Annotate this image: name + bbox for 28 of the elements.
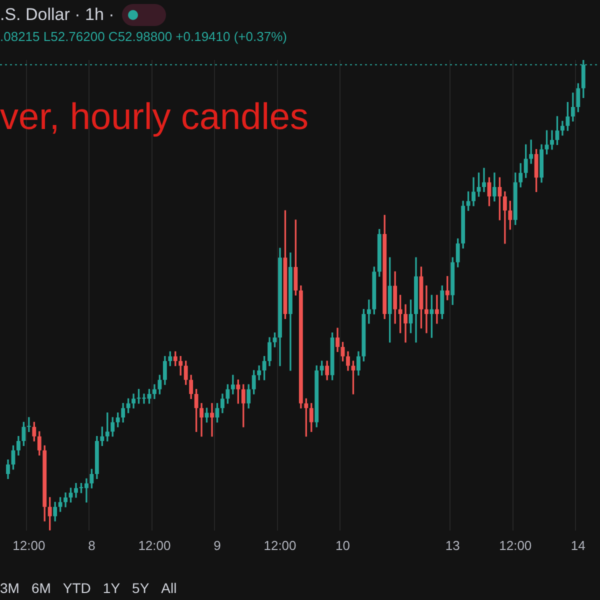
x-tick-label: 13	[445, 538, 460, 553]
candlestick	[210, 403, 214, 437]
candlestick	[529, 140, 534, 164]
candlestick	[550, 130, 554, 150]
x-tick-label: 12:00	[499, 538, 532, 553]
candlestick	[366, 300, 371, 324]
text: YTD	[62, 580, 91, 596]
text: 5Y	[132, 580, 150, 596]
text: 3M	[0, 580, 20, 596]
x-tick-label: 12:00	[138, 538, 171, 553]
x-tick-label: 12:00	[12, 538, 46, 553]
x-tick-label: 9	[214, 538, 221, 553]
x-tick-label: 10	[336, 538, 350, 553]
candlestick	[434, 294, 439, 324]
x-tick-label: 8	[88, 538, 96, 553]
text: 6M	[31, 580, 51, 596]
text: ver, hourly candles	[0, 96, 309, 138]
x-tick-label: 14	[570, 538, 586, 553]
text: All	[161, 580, 177, 596]
candlestick	[404, 304, 408, 343]
chart-subtitle: .S. Dollar · 1h ·	[0, 5, 114, 25]
candlestick	[230, 374, 235, 394]
text: .08215 L52.76200 C52.98800 +0.19410 (+0.37%)	[0, 29, 287, 44]
candlestick	[26, 417, 31, 432]
text: 1Y	[102, 580, 120, 596]
candlestick	[424, 285, 428, 334]
x-tick-label: 12:00	[264, 538, 296, 553]
candlestick	[482, 168, 486, 192]
